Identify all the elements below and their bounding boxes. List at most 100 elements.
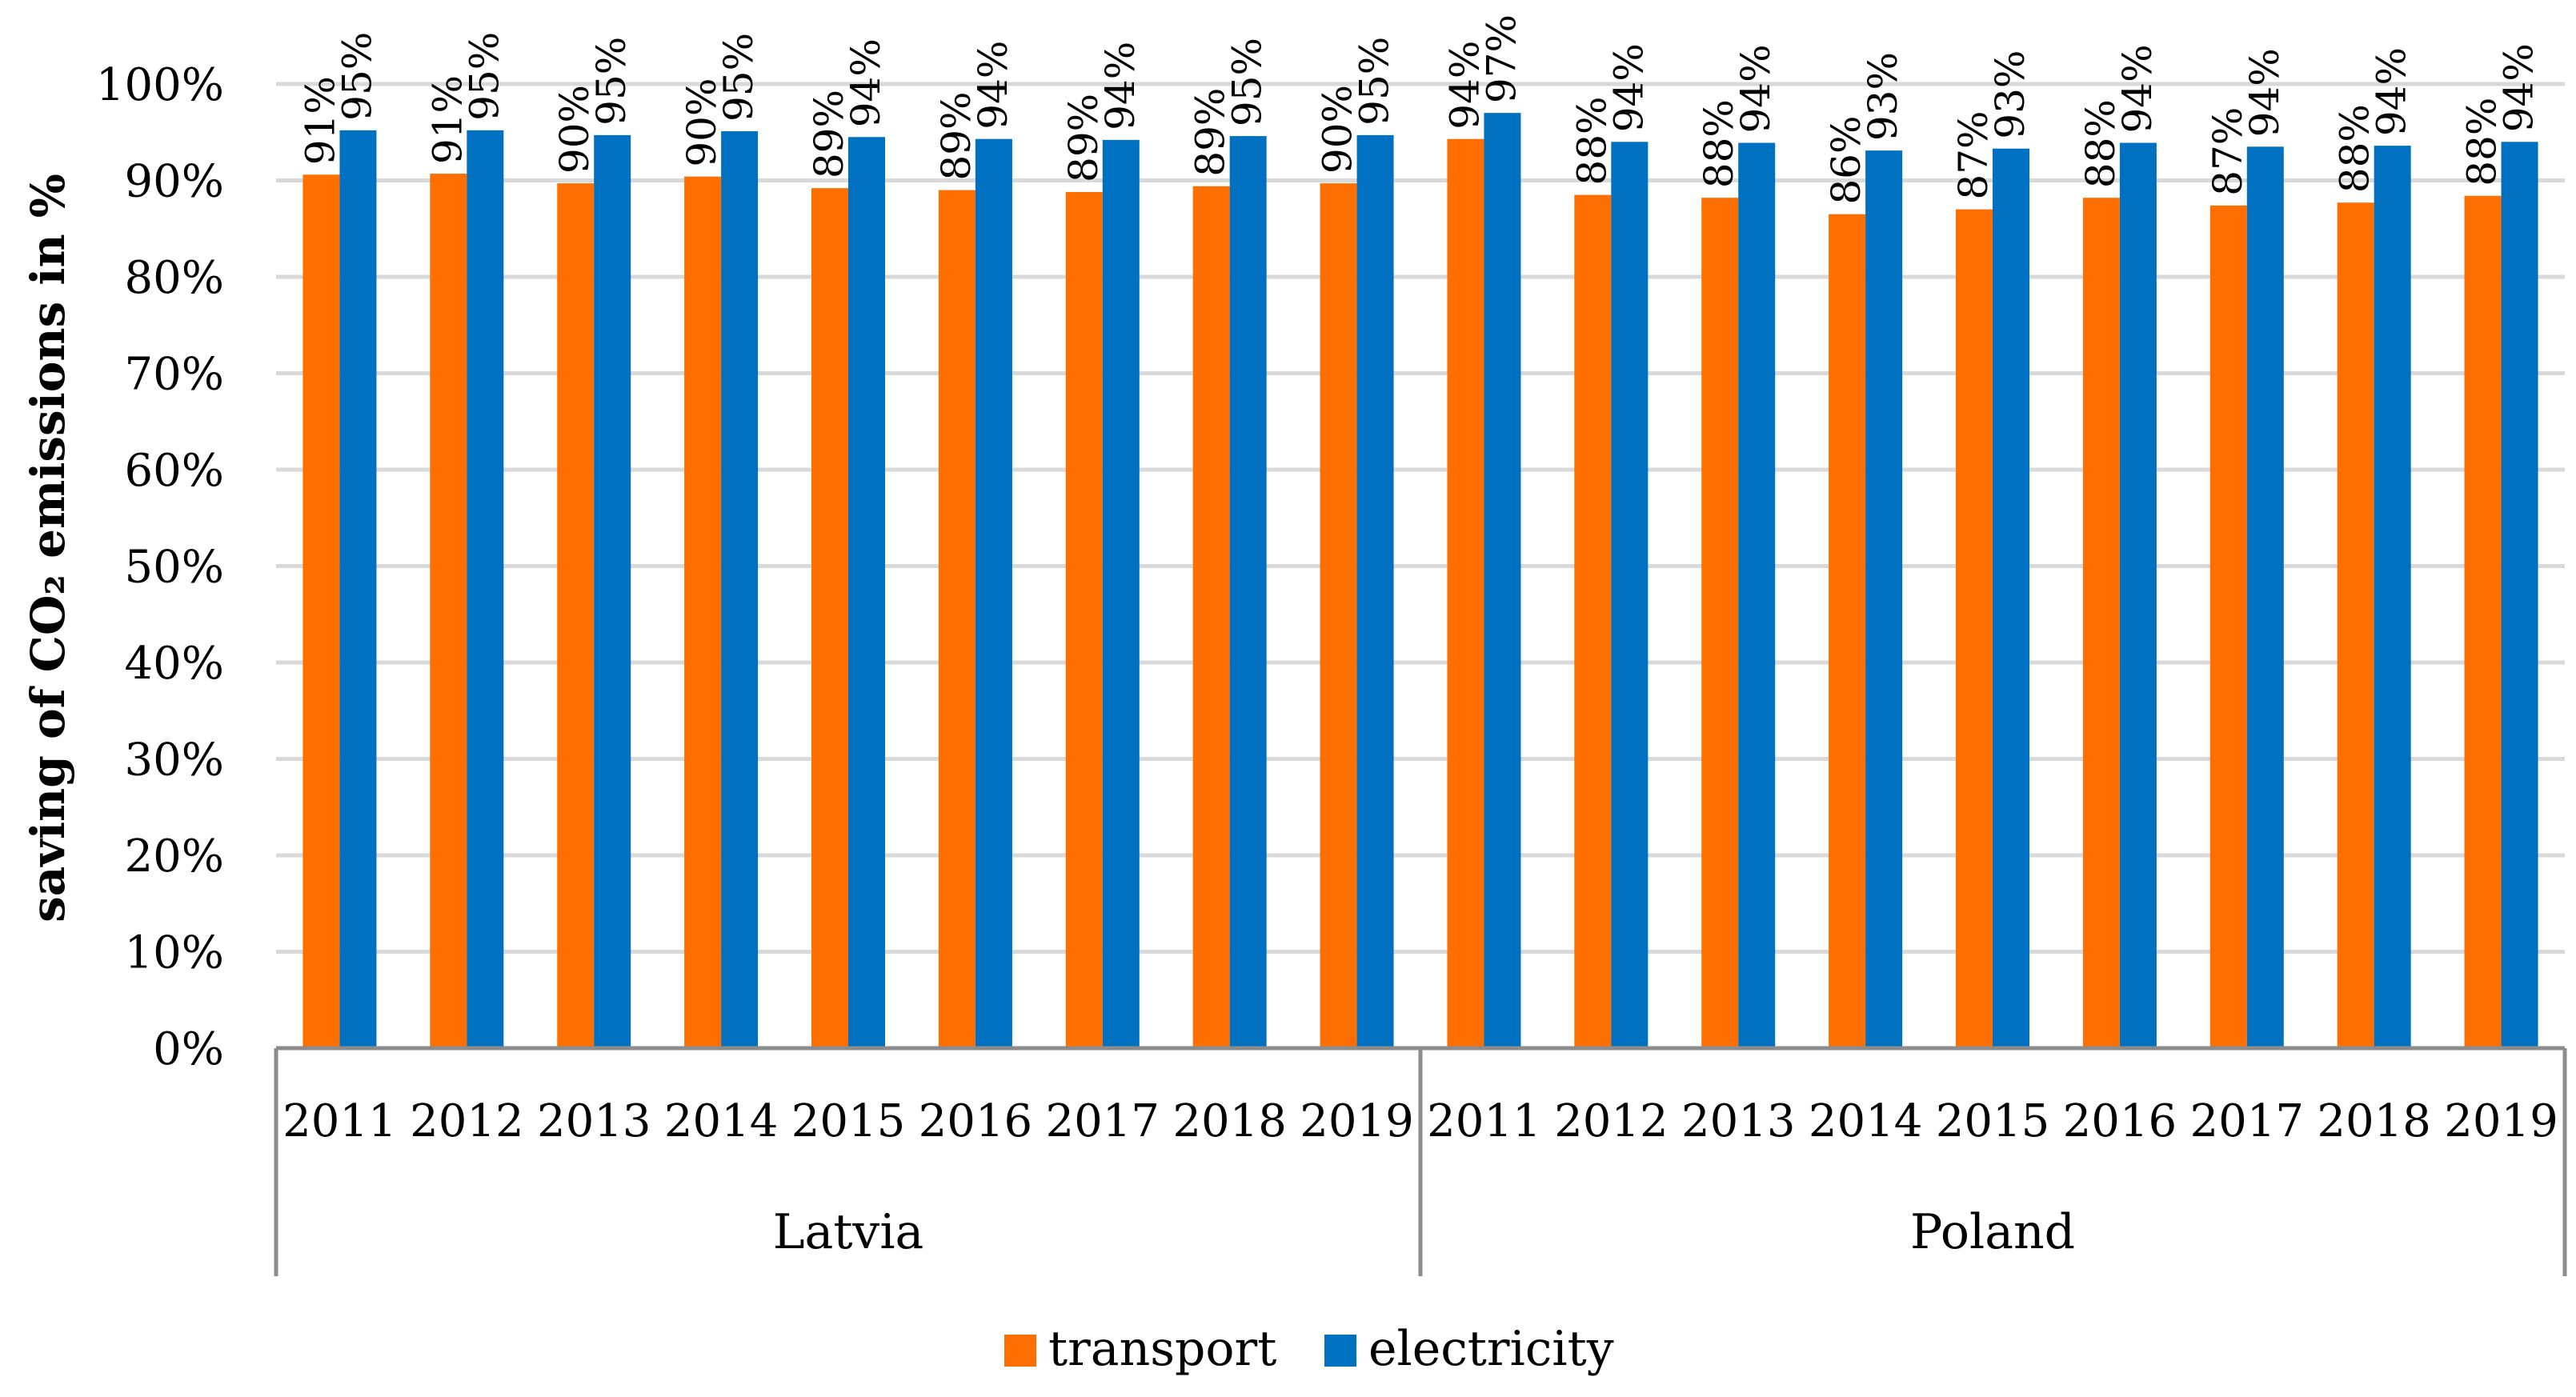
y-tick-label: 100% bbox=[96, 59, 224, 111]
transport-data-label: 88% bbox=[1568, 96, 1615, 185]
electricity-data-label: 95% bbox=[334, 32, 380, 121]
transport-data-label: 89% bbox=[806, 90, 852, 178]
x-axis bbox=[274, 1046, 2567, 1276]
electricity-data-label: 94% bbox=[2496, 43, 2542, 132]
gridlines bbox=[276, 82, 2565, 954]
electricity-bar bbox=[848, 137, 885, 1048]
x-tick-label: 2016 bbox=[919, 1095, 1033, 1147]
electricity-data-label: 93% bbox=[1987, 50, 2033, 139]
electricity-bar bbox=[339, 130, 377, 1049]
transport-data-label: 91% bbox=[297, 76, 343, 165]
transport-data-label: 88% bbox=[2077, 99, 2124, 188]
y-tick-label: 80% bbox=[125, 252, 224, 304]
transport-data-label: 89% bbox=[1060, 94, 1107, 182]
electricity-data-label: 94% bbox=[843, 38, 889, 127]
y-tick-label: 40% bbox=[125, 638, 224, 690]
electricity-bar bbox=[1102, 139, 1140, 1048]
electricity-bar bbox=[594, 134, 631, 1049]
x-tick-label: 2012 bbox=[1554, 1095, 1669, 1147]
legend: transport electricity bbox=[1004, 1321, 1614, 1377]
y-tick-label: 10% bbox=[125, 927, 224, 979]
electricity-bar bbox=[2374, 146, 2411, 1048]
electricity-bar bbox=[2246, 146, 2284, 1049]
x-tick-label: 2013 bbox=[1681, 1095, 1796, 1147]
y-tick-label: 60% bbox=[125, 445, 224, 497]
x-axis-labels: 2011 2012 2013 2014 2015 2016 2017 2018 2019 2011… bbox=[282, 1095, 2558, 1260]
transport-bar bbox=[1956, 209, 1993, 1048]
electricity-bar bbox=[1611, 142, 1649, 1048]
electricity-data-label: 95% bbox=[715, 33, 762, 122]
electricity-bar bbox=[1356, 134, 1394, 1049]
x-tick-label: 2015 bbox=[791, 1095, 906, 1147]
electricity-bar bbox=[1993, 148, 2029, 1049]
transport-bar bbox=[811, 188, 848, 1048]
transport-bar bbox=[1065, 191, 1103, 1049]
transport-data-label: 87% bbox=[2205, 107, 2251, 196]
transport-data-label: 91% bbox=[424, 75, 471, 164]
x-tick-label: 2013 bbox=[537, 1095, 651, 1147]
transport-data-label: 89% bbox=[1188, 88, 1234, 177]
legend-electricity: electricity bbox=[1368, 1321, 1614, 1377]
electricity-data-label: 94% bbox=[2369, 47, 2415, 136]
electricity-bar bbox=[721, 131, 759, 1048]
transport-data-label: 94% bbox=[1441, 41, 1488, 130]
transport-data-label: 88% bbox=[1696, 99, 1742, 188]
group-label: Poland bbox=[1910, 1204, 2075, 1260]
transport-bar bbox=[2464, 195, 2502, 1048]
x-tick-label: 2018 bbox=[1172, 1095, 1287, 1147]
data-labels: 91%95% 91%95%90%95% 90%95%89%94%89%94%89%9… bbox=[297, 14, 2542, 205]
x-tick-label: 2014 bbox=[664, 1095, 779, 1147]
transport-bar bbox=[430, 174, 467, 1049]
y-tick-label: 0% bbox=[153, 1023, 224, 1075]
transport-bar bbox=[1447, 138, 1484, 1048]
electricity-data-label: 93% bbox=[1860, 52, 1906, 141]
x-tick-label: 2016 bbox=[2063, 1095, 2177, 1147]
y-tick-label: 70% bbox=[125, 349, 224, 401]
transport-data-label: 86% bbox=[1823, 116, 1869, 205]
electricity-data-label: 95% bbox=[461, 32, 507, 121]
electricity-bar bbox=[1484, 113, 1521, 1048]
electricity-bar bbox=[1738, 142, 1776, 1048]
transport-data-label: 90% bbox=[679, 78, 725, 167]
electricity-bar bbox=[1229, 136, 1267, 1048]
group-label: Latvia bbox=[773, 1204, 924, 1260]
transport-bar bbox=[1192, 186, 1230, 1049]
transport-data-label: 90% bbox=[1315, 85, 1361, 174]
electricity-data-label: 94% bbox=[1733, 44, 1779, 133]
transport-bar bbox=[1574, 194, 1612, 1049]
legend-transport: transport bbox=[1048, 1321, 1276, 1377]
transport-bar bbox=[1829, 214, 1866, 1048]
x-tick-label: 2019 bbox=[1300, 1095, 1414, 1147]
x-tick-label: 2014 bbox=[1809, 1095, 1923, 1147]
transport-bar bbox=[557, 183, 595, 1049]
legend-swatch bbox=[1324, 1335, 1356, 1367]
electricity-bar bbox=[467, 130, 504, 1049]
transport-data-label: 89% bbox=[933, 91, 980, 180]
transport-bar bbox=[1320, 183, 1357, 1049]
x-tick-label: 2012 bbox=[410, 1095, 524, 1147]
transport-bar bbox=[2082, 198, 2120, 1049]
transport-data-label: 90% bbox=[551, 85, 598, 174]
y-tick-label: 30% bbox=[125, 735, 224, 787]
x-tick-label: 2018 bbox=[2317, 1095, 2431, 1147]
electricity-data-label: 94% bbox=[1605, 43, 1652, 132]
transport-bar bbox=[302, 174, 340, 1048]
electricity-bar bbox=[1865, 150, 1903, 1048]
transport-bar bbox=[2337, 202, 2374, 1049]
y-tick-label: 90% bbox=[125, 156, 224, 208]
x-tick-label: 2017 bbox=[2190, 1095, 2305, 1147]
y-tick-label: 20% bbox=[125, 831, 224, 883]
transport-bar bbox=[938, 190, 976, 1048]
transport-data-label: 88% bbox=[2332, 104, 2378, 193]
x-tick-label: 2011 bbox=[1427, 1095, 1541, 1147]
legend-swatch bbox=[1004, 1335, 1036, 1367]
y-tick-label: 50% bbox=[125, 542, 224, 594]
electricity-bar bbox=[2119, 142, 2157, 1048]
electricity-data-label: 95% bbox=[588, 37, 635, 126]
x-tick-label: 2019 bbox=[2444, 1095, 2558, 1147]
electricity-bar bbox=[975, 138, 1012, 1048]
electricity-data-label: 94% bbox=[970, 41, 1016, 130]
y-axis-title: saving of CO₂ emissions in % bbox=[21, 174, 75, 923]
transport-bar bbox=[2209, 205, 2247, 1049]
